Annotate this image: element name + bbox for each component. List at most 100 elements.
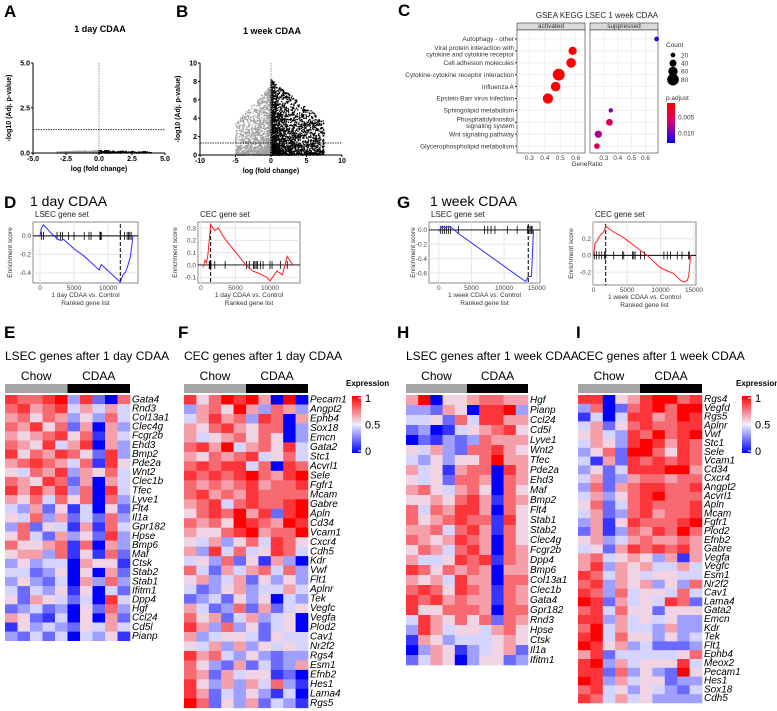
- volcano-point: [293, 141, 295, 143]
- volcano-point: [256, 142, 258, 144]
- pathway-label: Viral protein interaction with: [434, 45, 514, 52]
- volcano-point: [312, 153, 314, 155]
- volcano-point: [283, 111, 285, 114]
- volcano-point: [266, 93, 269, 95]
- volcano-point: [301, 115, 304, 117]
- volcano-point: [316, 123, 319, 125]
- volcano-point: [290, 141, 292, 143]
- volcano-point: [250, 146, 252, 148]
- volcano-point: [265, 139, 267, 141]
- volcano-point: [305, 136, 308, 139]
- volcano-point: [268, 141, 270, 143]
- volcano-point: [294, 139, 296, 141]
- volcano-point: [312, 151, 315, 154]
- volcano-point: [279, 96, 281, 98]
- volcano-point: [305, 141, 307, 143]
- volcano-point: [310, 110, 312, 112]
- volcano-point: [275, 140, 278, 142]
- volcano-point: [285, 107, 288, 110]
- volcano-point: [311, 142, 313, 144]
- volcano-point: [295, 129, 298, 131]
- volcano-point: [293, 126, 295, 129]
- volcano-point: [302, 143, 305, 145]
- volcano-point: [255, 111, 257, 113]
- volcano-point: [244, 146, 246, 148]
- volcano-point: [273, 146, 276, 148]
- volcano-point: [295, 145, 297, 147]
- volcano-point: [275, 110, 277, 112]
- volcano-point: [246, 151, 248, 153]
- volcano-point: [262, 132, 264, 134]
- volcano-point: [258, 112, 260, 114]
- volcano-point: [137, 151, 139, 153]
- volcano-point: [274, 151, 276, 153]
- volcano-point: [267, 151, 269, 153]
- volcano-point: [258, 128, 260, 130]
- volcano-point: [266, 91, 269, 94]
- volcano-point: [248, 145, 250, 148]
- volcano-point: [271, 104, 274, 106]
- volcano-point: [268, 100, 270, 102]
- volcano-series-up: [270, 79, 325, 156]
- volcano-point: [313, 112, 315, 115]
- volcano-point: [283, 97, 285, 99]
- count-legend-label: 80: [681, 77, 689, 84]
- volcano-point: [293, 142, 296, 144]
- volcano-point: [312, 141, 314, 143]
- volcano-point: [311, 120, 313, 122]
- panel-g-title: 1 week CDAA: [430, 193, 518, 209]
- volcano-point: [274, 141, 277, 143]
- volcano-point: [259, 123, 261, 125]
- volcano-point: [312, 128, 314, 130]
- volcano-point: [100, 151, 102, 153]
- volcano-point: [252, 116, 254, 119]
- volcano-point: [249, 112, 251, 114]
- volcano-point: [280, 100, 283, 103]
- volcano-point: [284, 129, 286, 132]
- volcano-point: [276, 102, 278, 104]
- volcano-point: [294, 123, 297, 126]
- x-axis-label-2: Ranked gene list: [61, 300, 110, 307]
- volcano-point: [295, 118, 297, 121]
- volcano-point: [143, 150, 145, 153]
- volcano-point: [240, 139, 242, 142]
- volcano-point: [306, 137, 308, 139]
- volcano-point: [313, 144, 315, 146]
- volcano-point: [304, 131, 306, 133]
- volcano-point: [290, 106, 292, 108]
- volcano-point: [252, 120, 254, 122]
- volcano-point: [280, 113, 282, 115]
- volcano-point: [274, 133, 276, 135]
- volcano-point: [262, 101, 265, 103]
- volcano-point: [274, 122, 276, 124]
- volcano-point: [259, 117, 261, 120]
- volcano-point: [279, 110, 281, 112]
- volcano-point: [288, 151, 290, 153]
- volcano-point: [262, 137, 265, 139]
- volcano-point: [255, 146, 257, 148]
- volcano-point: [289, 136, 292, 138]
- volcano-point: [242, 152, 244, 154]
- pathway-label: signaling system: [466, 123, 514, 130]
- volcano-point: [315, 130, 317, 132]
- volcano-point: [237, 148, 239, 150]
- volcano-point: [269, 146, 271, 148]
- volcano-point: [272, 130, 274, 132]
- volcano-point: [247, 138, 250, 141]
- volcano-point: [304, 124, 306, 126]
- volcano-point: [284, 97, 286, 99]
- volcano-point: [293, 135, 295, 137]
- volcano-point: [271, 126, 274, 128]
- volcano-point: [283, 91, 285, 93]
- volcano-point: [281, 127, 283, 129]
- volcano-point: [120, 150, 122, 153]
- volcano-point: [272, 116, 274, 118]
- volcano-point: [269, 135, 271, 137]
- volcano-point: [255, 134, 257, 137]
- volcano-point: [311, 115, 313, 118]
- volcano-point: [259, 153, 261, 156]
- volcano-point: [276, 138, 278, 141]
- volcano-point: [285, 153, 288, 155]
- volcano-point: [268, 99, 270, 101]
- volcano-point: [252, 148, 255, 150]
